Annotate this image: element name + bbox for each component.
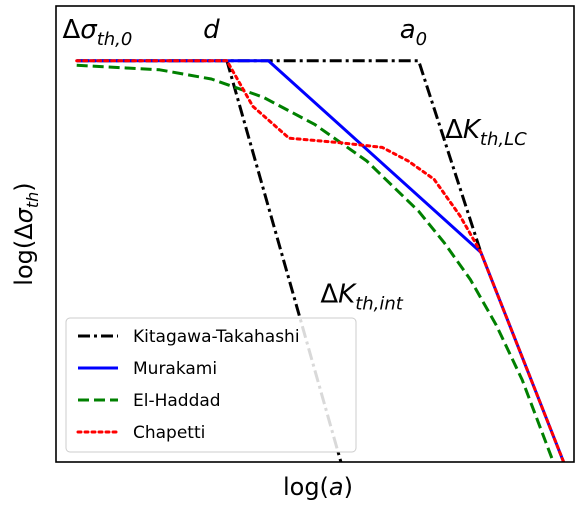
legend-box (65, 317, 357, 453)
ann-a0-subscript: 0 (416, 29, 427, 50)
y-axis-label-sub: th (23, 192, 42, 208)
y-axis-label-prefix: log(Δ (10, 223, 38, 286)
ann-delta-k-int-var: K (338, 279, 357, 309)
ann-delta-sigma-th0: Δσth,0 (62, 15, 132, 50)
y-axis-label-var: σ (10, 207, 38, 223)
ann-d: d (203, 15, 220, 45)
legend-label-chapetti: Chapetti (133, 423, 205, 443)
legend-entries: Kitagawa-Takahashi Murakami El-Haddad Chape… (76, 327, 300, 443)
ann-a0: a0 (400, 15, 427, 50)
ann-delta-sigma-th0-delta: Δ (62, 15, 80, 45)
x-axis-label-var: a (329, 473, 344, 501)
legend-label-el-haddad: El-Haddad (133, 391, 221, 411)
ann-delta-k-lc: ΔKth,LC (445, 115, 527, 150)
ann-delta-k-int-subscript: th,int (355, 293, 404, 314)
x-axis-label-prefix: log( (283, 473, 329, 501)
series-line-chapetti (75, 59, 566, 462)
y-axis-label-suffix: ) (10, 182, 38, 191)
ann-delta-k-int: ΔKth,int (320, 279, 403, 314)
series-line-kitagawa-takahashi-1 (76, 59, 483, 253)
legend: Kitagawa-Takahashi Murakami El-Haddad Chape… (65, 317, 357, 453)
ann-delta-sigma-th0-var: σ (80, 15, 98, 45)
ann-delta-sigma-th0-subscript: th,0 (97, 29, 133, 50)
y-axis-label: log(Δσth) (10, 182, 42, 285)
ann-delta-k-int-delta: Δ (320, 279, 338, 309)
x-axis-label-suffix: ) (344, 473, 353, 501)
ann-delta-k-lc-var: K (463, 115, 482, 145)
axes-frame (55, 5, 575, 463)
ann-delta-k-lc-delta: Δ (445, 115, 463, 145)
ann-a0-var: a (400, 15, 416, 45)
legend-label-kitagawa-takahashi: Kitagawa-Takahashi (133, 327, 300, 347)
legend-label-murakami: Murakami (133, 359, 217, 379)
series-line-el-haddad (76, 63, 555, 462)
x-axis-label: log(a) (283, 473, 353, 501)
ann-d-var: d (203, 15, 220, 45)
ann-delta-k-lc-subscript: th,LC (480, 129, 527, 150)
